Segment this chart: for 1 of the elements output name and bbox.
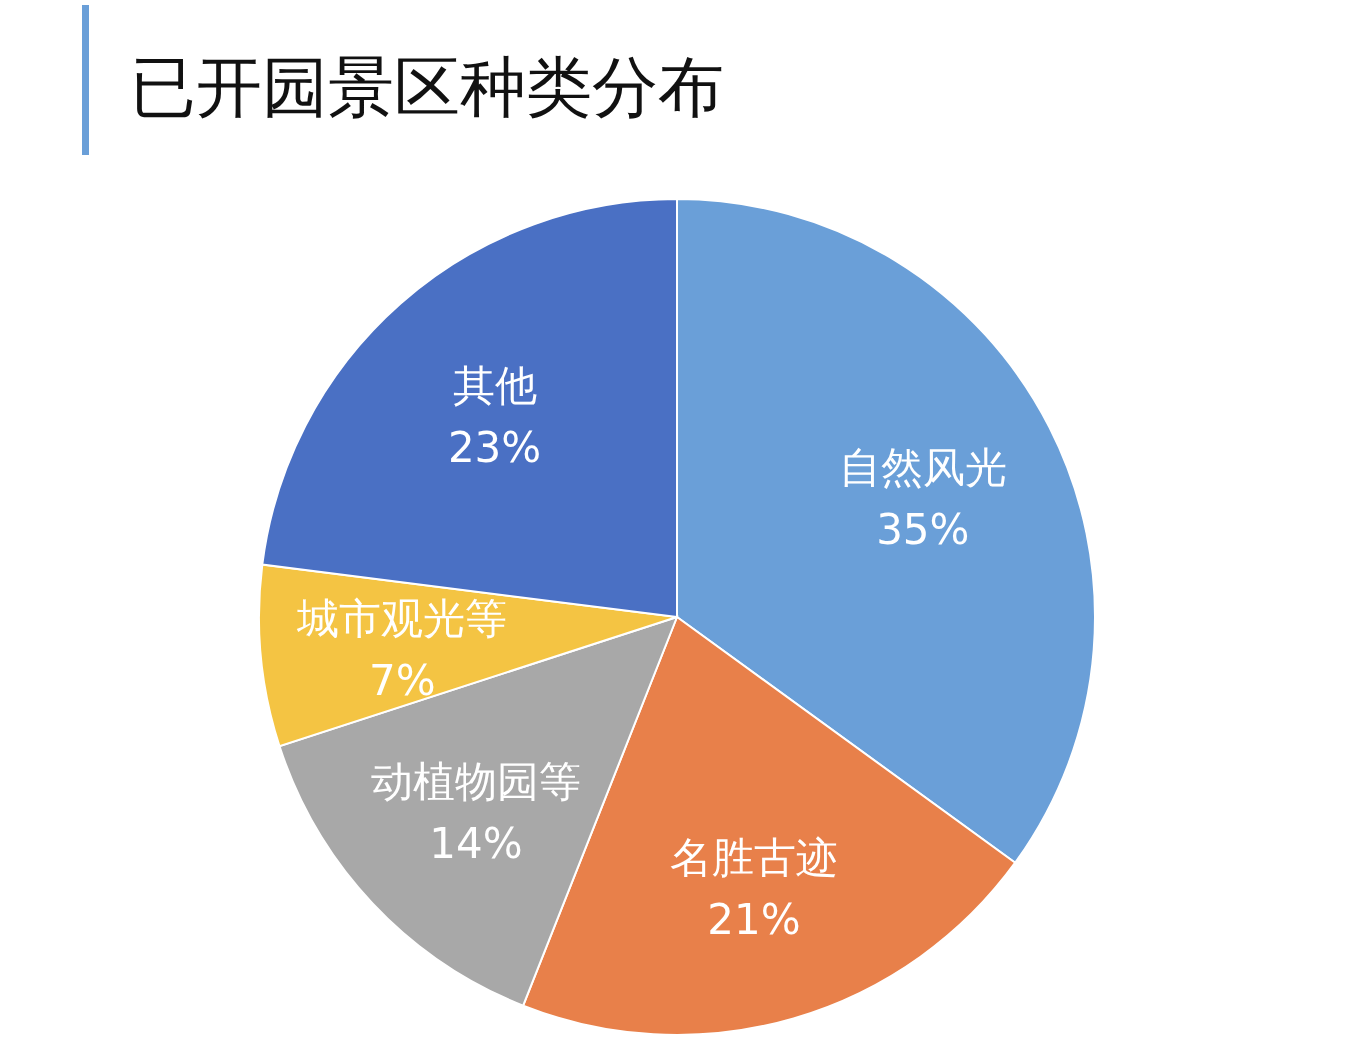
chart-title: 已开园景区种类分布 — [130, 49, 724, 126]
